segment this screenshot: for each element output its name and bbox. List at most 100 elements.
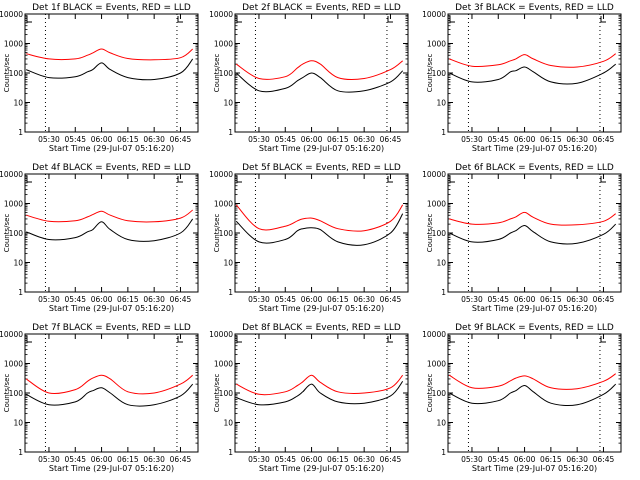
y-tick-label: 10	[436, 99, 446, 108]
x-axis-label: Start Time (29-Jul-07 05:16:20)	[259, 144, 384, 153]
y-tick-label: 1	[228, 128, 233, 137]
x-tick-label: 05:30	[248, 295, 270, 304]
series-line-events	[26, 218, 194, 242]
x-tick-label: 06:00	[514, 455, 536, 464]
x-tick-label: 05:30	[38, 135, 60, 144]
y-tick-label: 10000	[422, 10, 446, 19]
y-tick-label: 10000	[422, 170, 446, 179]
x-tick-label: 05:45	[487, 295, 509, 304]
x-tick-label: 06:00	[514, 295, 536, 304]
x-tick-label: 05:45	[274, 135, 296, 144]
y-tick-label: 100	[219, 229, 234, 238]
y-tick-label: 1	[441, 128, 446, 137]
corner-mark	[449, 16, 455, 23]
y-axis-label: Counts/sec	[213, 374, 221, 413]
x-tick-label: 06:30	[143, 455, 165, 464]
y-tick-label: 100	[9, 389, 24, 398]
y-tick-label: 10	[436, 259, 446, 268]
x-axis-label: Start Time (29-Jul-07 05:16:20)	[49, 144, 174, 153]
corner-mark	[26, 336, 32, 343]
corner-mark	[236, 16, 242, 23]
x-tick-label: 06:45	[380, 295, 402, 304]
x-axis-label: Start Time (29-Jul-07 05:16:20)	[49, 304, 174, 313]
x-tick-label: 05:30	[461, 135, 483, 144]
y-tick-label: 10000	[209, 10, 233, 19]
series-line-lld	[449, 53, 616, 68]
y-tick-label: 1000	[214, 40, 233, 49]
x-tick-label: 06:00	[91, 455, 113, 464]
subplot-1: Det 1f BLACK = Events, RED = LLD 05:30 05:…	[0, 3, 199, 153]
plot-title: Det 8f BLACK = Events, RED = LLD	[242, 323, 401, 333]
x-tick-label: 06:00	[301, 295, 323, 304]
x-tick-label: 05:45	[274, 295, 296, 304]
corner-mark	[600, 16, 606, 23]
x-axis-label: Start Time (29-Jul-07 05:16:20)	[259, 464, 384, 473]
x-tick-label: 06:15	[117, 135, 139, 144]
plot-title: Det 1f BLACK = Events, RED = LLD	[32, 3, 191, 13]
series-line-lld	[235, 60, 404, 80]
series-line-events	[235, 70, 404, 93]
y-tick-label: 1	[228, 288, 233, 297]
x-tick-label: 06:45	[170, 455, 192, 464]
corner-mark	[449, 336, 455, 343]
y-axis-label: Counts/sec	[213, 214, 221, 253]
x-tick-label: 06:15	[117, 455, 139, 464]
series-line-events	[25, 383, 194, 407]
y-tick-label: 10000	[209, 170, 233, 179]
corner-mark	[177, 336, 183, 343]
subplot-6: Det 6f BLACK = Events, RED = LLD 05:30 05:…	[422, 163, 622, 313]
y-tick-label: 1	[228, 448, 233, 457]
series-line-lld	[235, 204, 404, 232]
x-tick-label: 06:30	[353, 455, 375, 464]
corner-mark	[387, 16, 393, 23]
y-axis-label: Counts/sec	[3, 54, 11, 93]
y-axis-label: Counts/sec	[426, 214, 434, 253]
y-tick-label: 1	[18, 288, 23, 297]
series-line-events	[236, 380, 404, 406]
plot-title: Det 3f BLACK = Events, RED = LLD	[455, 3, 614, 13]
y-tick-label: 1	[441, 448, 446, 457]
x-axis-label: Start Time (29-Jul-07 05:16:20)	[472, 464, 597, 473]
x-tick-label: 06:15	[540, 455, 562, 464]
y-tick-label: 100	[432, 69, 447, 78]
x-tick-label: 05:45	[274, 455, 296, 464]
x-tick-label: 06:00	[91, 135, 113, 144]
y-tick-label: 100	[219, 389, 234, 398]
x-tick-label: 06:30	[566, 135, 588, 144]
x-tick-label: 06:00	[514, 135, 536, 144]
y-tick-label: 10000	[0, 10, 23, 19]
x-tick-label: 06:45	[593, 135, 615, 144]
y-tick-label: 10000	[422, 330, 446, 339]
x-tick-label: 06:45	[593, 455, 615, 464]
series-line-lld	[25, 374, 194, 395]
corner-mark	[177, 16, 183, 23]
y-axis-label: Counts/sec	[426, 374, 434, 413]
corner-mark	[387, 336, 393, 343]
plot-title: Det 5f BLACK = Events, RED = LLD	[242, 163, 401, 173]
subplot-2: Det 2f BLACK = Events, RED = LLD 05:30 05:…	[209, 3, 409, 153]
x-tick-label: 06:30	[143, 295, 165, 304]
x-tick-label: 06:30	[353, 295, 375, 304]
y-tick-label: 1000	[427, 360, 446, 369]
y-tick-label: 1000	[427, 40, 446, 49]
x-tick-label: 06:00	[301, 455, 323, 464]
subplot-3: Det 3f BLACK = Events, RED = LLD 05:30 05:…	[422, 3, 622, 153]
subplot-8: Det 8f BLACK = Events, RED = LLD 05:30 05:…	[209, 323, 409, 473]
x-tick-label: 06:45	[380, 135, 402, 144]
x-tick-label: 05:45	[64, 135, 86, 144]
plot-title: Det 9f BLACK = Events, RED = LLD	[455, 323, 614, 333]
x-tick-label: 05:30	[38, 455, 60, 464]
corner-mark	[26, 16, 32, 23]
x-tick-label: 06:45	[380, 455, 402, 464]
x-tick-label: 05:45	[487, 135, 509, 144]
x-tick-label: 05:30	[248, 455, 270, 464]
y-axis-label: Counts/sec	[3, 374, 11, 413]
y-tick-label: 1	[18, 448, 23, 457]
y-tick-label: 100	[432, 229, 447, 238]
x-tick-label: 05:45	[64, 455, 86, 464]
y-tick-label: 1000	[4, 360, 23, 369]
x-tick-label: 06:30	[566, 455, 588, 464]
y-tick-label: 1000	[427, 200, 446, 209]
subplot-4: Det 4f BLACK = Events, RED = LLD 05:30 05:…	[0, 163, 199, 313]
